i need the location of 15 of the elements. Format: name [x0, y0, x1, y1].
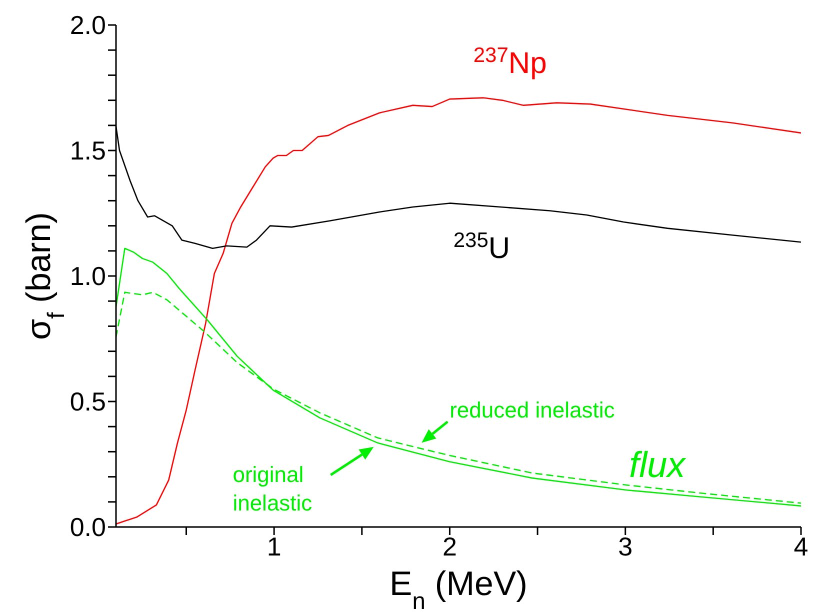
y-tick-label: 0.0 [70, 512, 106, 542]
x-tick-label: 4 [794, 531, 808, 562]
x-tick-label: 3 [618, 531, 633, 562]
series-label: $^{237}$Np [473, 43, 547, 80]
annotation: flux [629, 444, 688, 486]
y-tick-label: 2.0 [70, 10, 106, 40]
y-tick-label: 1.5 [70, 136, 106, 166]
series-label: $^{235}$U [453, 228, 510, 266]
y-tick-label: 1.0 [70, 261, 106, 292]
y-tick-label: 0.5 [70, 386, 106, 417]
legend-label: original inelastic [232, 462, 312, 516]
x-tick-label: 2 [442, 531, 457, 562]
x-axis-title: E$_{n}$ (MeV) [390, 565, 528, 612]
x-tick-label: 1 [266, 531, 282, 562]
series-label: reduced inelastic [450, 398, 615, 423]
